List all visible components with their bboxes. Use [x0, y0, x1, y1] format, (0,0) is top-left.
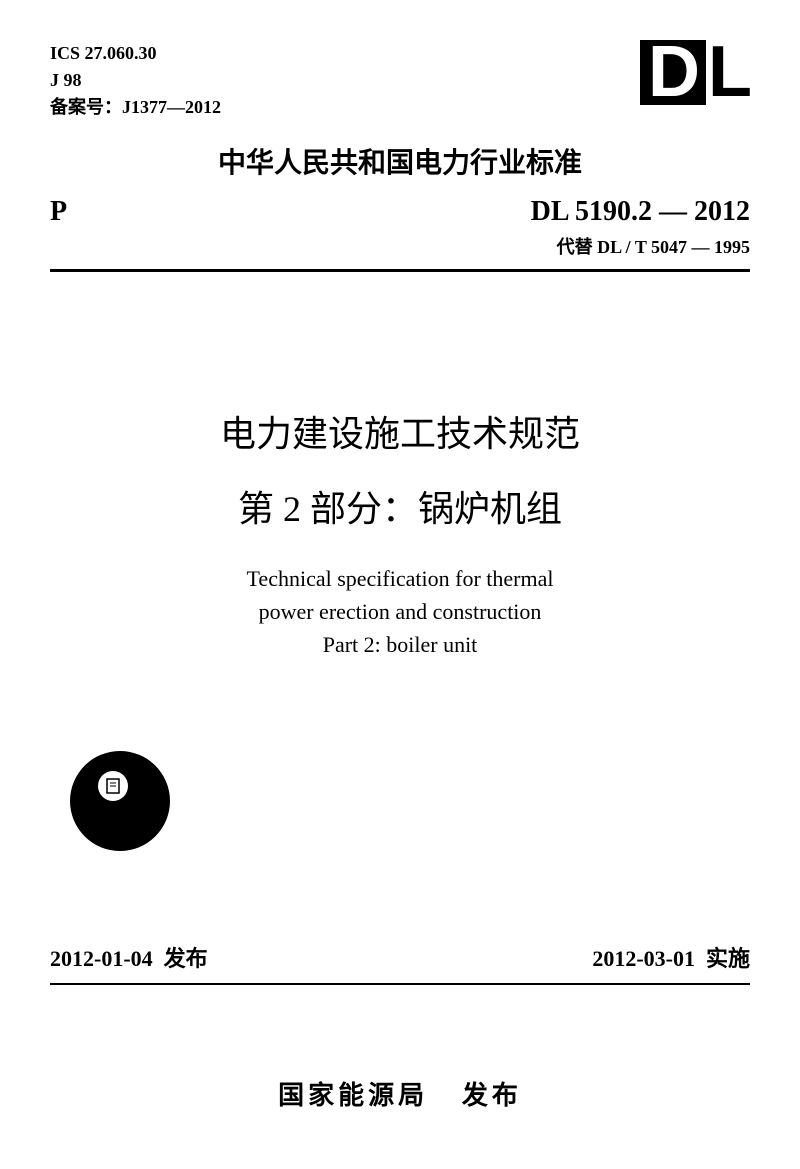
title-en-line1: Technical specification for thermal [50, 562, 750, 595]
publisher: 国家能源局 发布 [50, 1075, 750, 1112]
mark-circle [70, 751, 170, 851]
standard-number-row: P DL 5190.2 — 2012 代替 DL / T 5047 — 1995 [50, 196, 750, 259]
filing-number: 备案号：J1377—2012 [50, 94, 221, 121]
ics-code: ICS 27.060.30 [50, 40, 221, 67]
title-en: Technical specification for thermal powe… [50, 562, 750, 661]
divider-bottom [50, 983, 750, 985]
header-section: ICS 27.060.30 J 98 备案号：J1377—2012 DL [50, 40, 750, 121]
title-cn-line1: 电力建设施工技术规范 [50, 402, 750, 467]
title-en-line3: Part 2: boiler unit [50, 628, 750, 661]
standard-numbers: DL 5190.2 — 2012 代替 DL / T 5047 — 1995 [531, 196, 750, 259]
p-label: P [50, 196, 67, 228]
standard-mark-icon [70, 751, 750, 851]
logo-d-box: D [640, 40, 706, 105]
publish-date: 2012-01-04 发布 [50, 941, 208, 973]
title-cn-line2: 第 2 部分：锅炉机组 [50, 477, 750, 542]
implement-date: 2012-03-01 实施 [592, 941, 750, 973]
main-title-section: 电力建设施工技术规范 第 2 部分：锅炉机组 Technical specifi… [50, 402, 750, 661]
divider-top [50, 269, 750, 272]
logo-l: L [708, 32, 750, 112]
authority-title: 中华人民共和国电力行业标准 [50, 141, 750, 181]
mark-inner-icon [98, 771, 128, 801]
replaces-text: 代替 DL / T 5047 — 1995 [531, 233, 750, 259]
standard-number: DL 5190.2 — 2012 [531, 196, 750, 228]
title-en-line2: power erection and construction [50, 595, 750, 628]
dl-logo: DL [640, 40, 750, 105]
j-code: J 98 [50, 67, 221, 94]
header-codes: ICS 27.060.30 J 98 备案号：J1377—2012 [50, 40, 221, 121]
dates-row: 2012-01-04 发布 2012-03-01 实施 [50, 941, 750, 973]
